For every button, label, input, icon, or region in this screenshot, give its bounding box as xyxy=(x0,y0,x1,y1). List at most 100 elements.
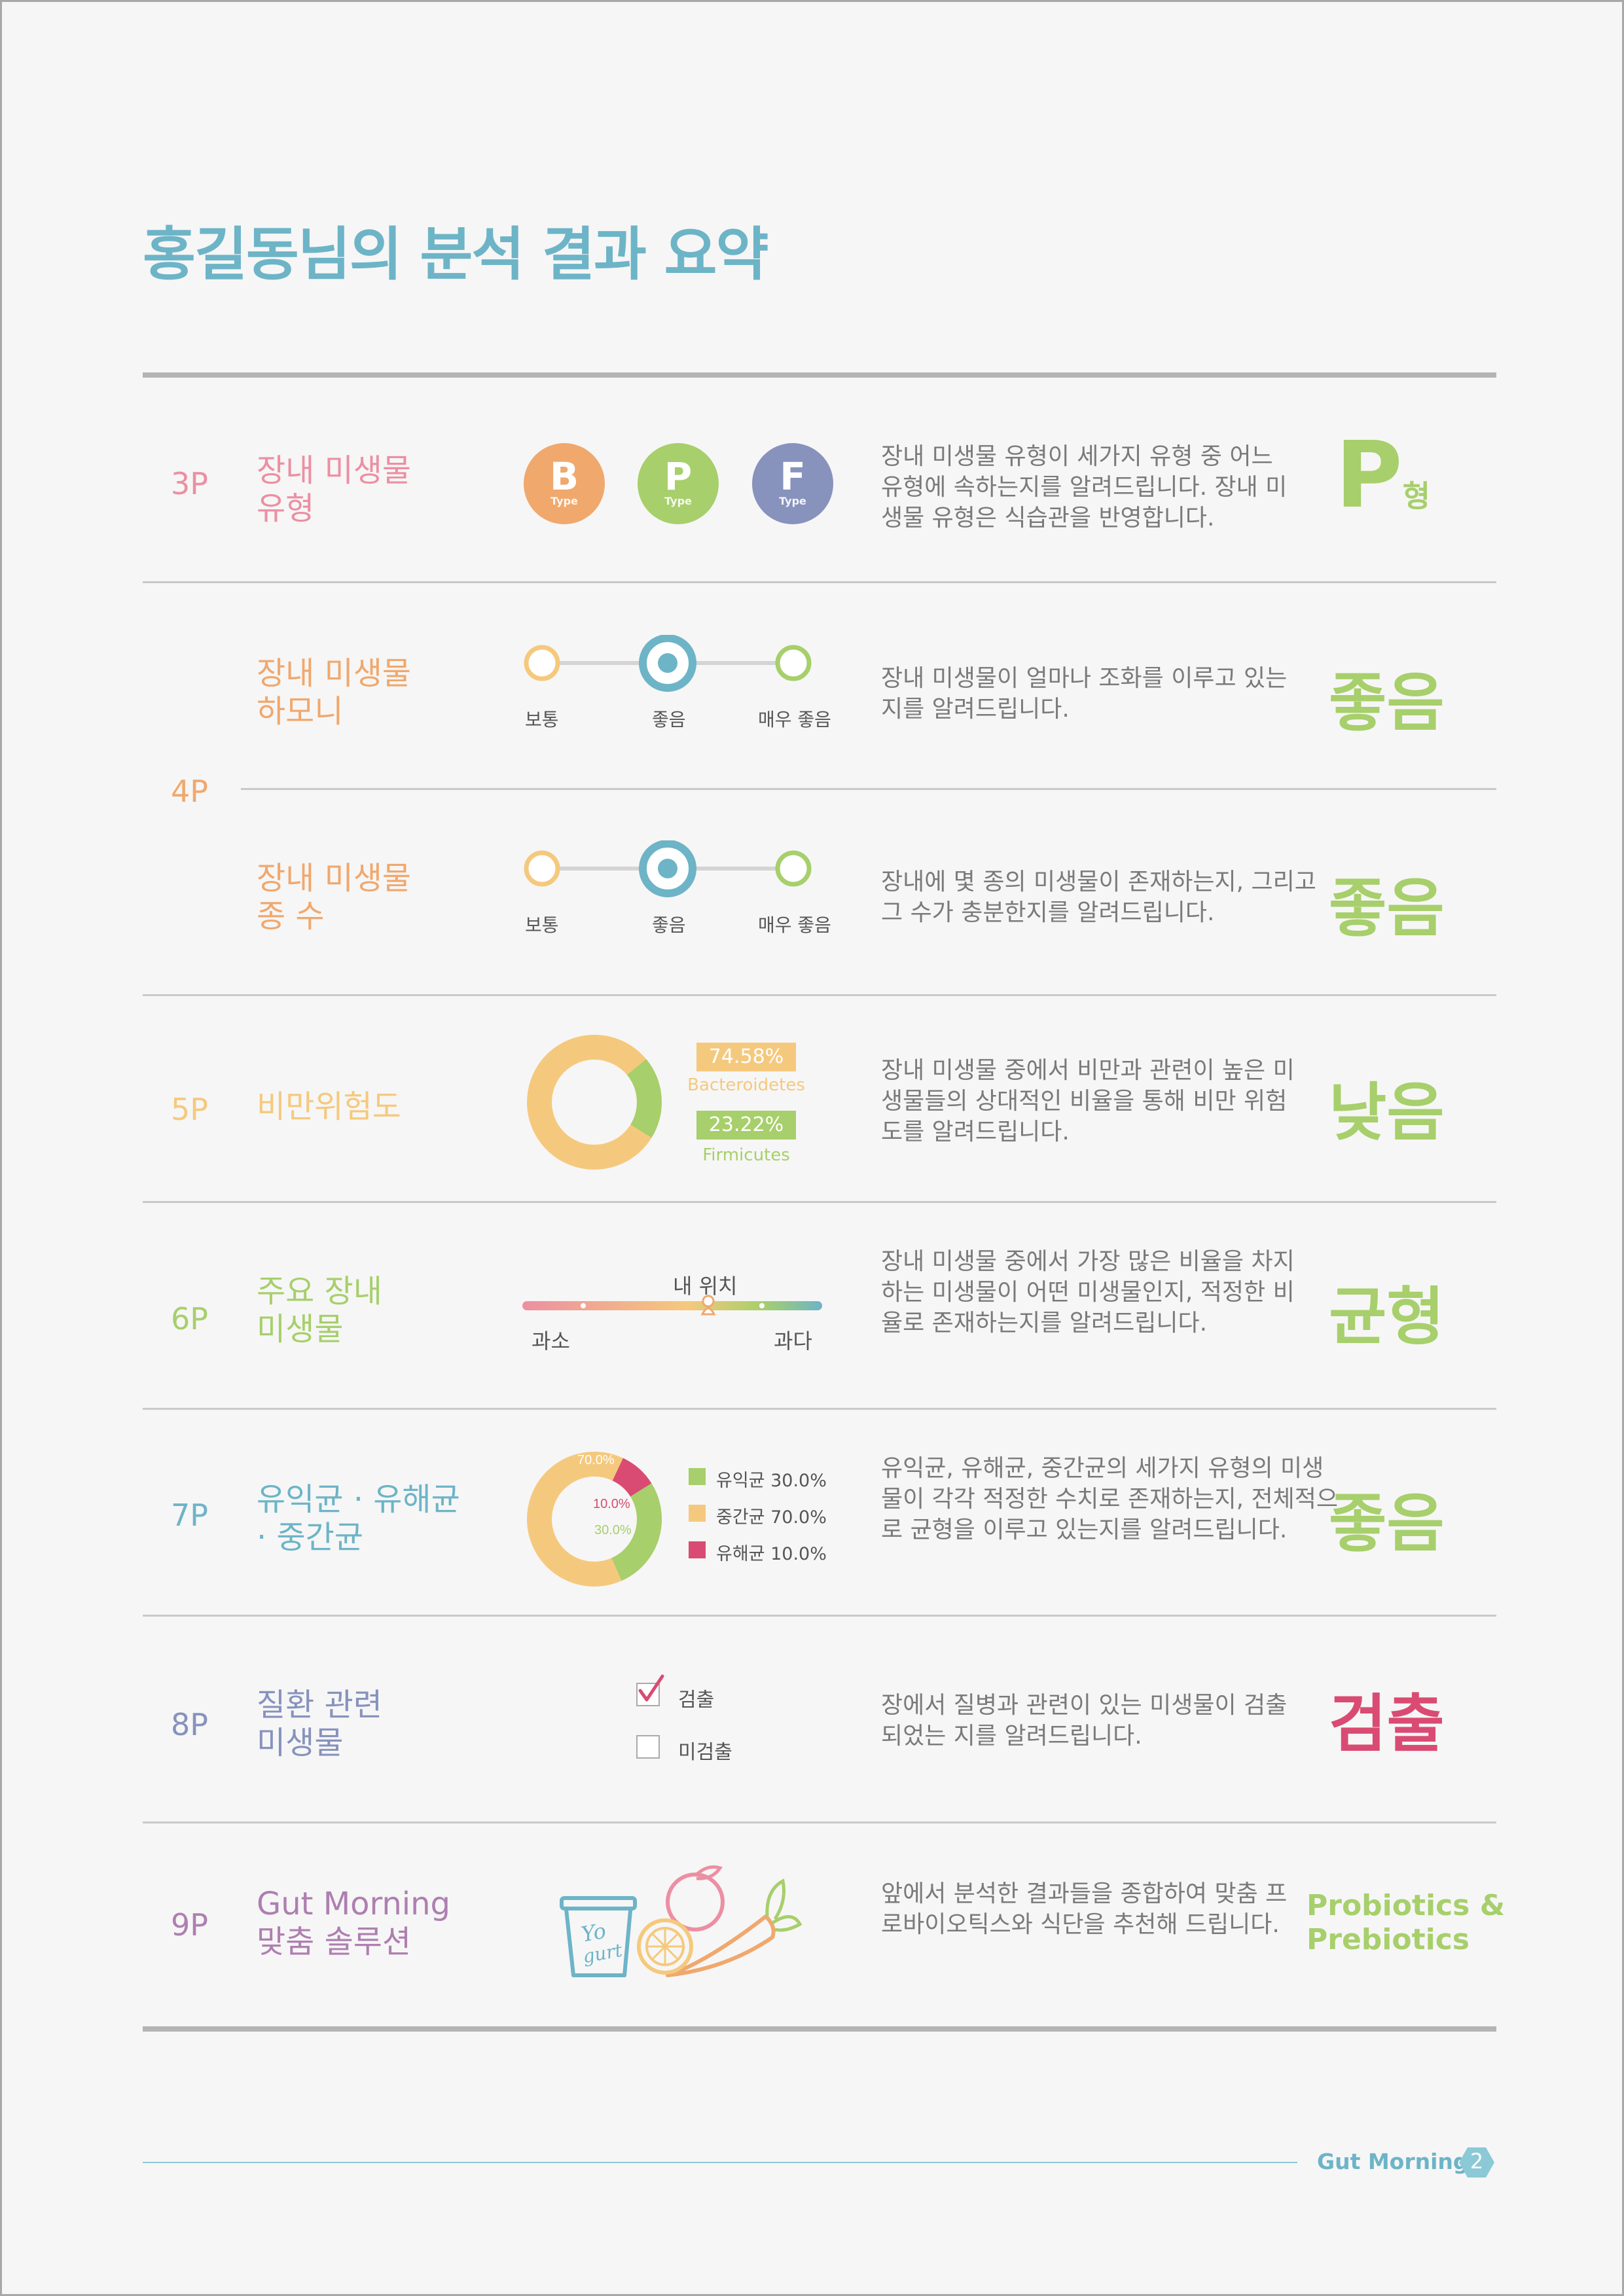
yogurt-text-1: Yo xyxy=(579,1918,608,1947)
legend-beneficial: 유익균 30.0% xyxy=(716,1471,827,1491)
section-desc-solution: 앞에서 분석한 결과들을 종합하여 맞춤 프로바이오틱스와 식단을 추천해 드립… xyxy=(881,1880,1288,1938)
section-desc-bacteria: 유익균, 유해균, 중간균의 세가지 유형의 미생물이 각각 적정한 수치로 존… xyxy=(881,1455,1338,1543)
scale-point-good-dot xyxy=(658,653,677,673)
footer-line xyxy=(143,2162,1297,2163)
result-type-letter: P xyxy=(1335,422,1403,529)
section-desc-type: 장내 미생물 유형이 세가지 유형 중 어느 유형에 속하는지를 알려드립니다.… xyxy=(881,443,1288,531)
result-disease: 검출 xyxy=(1329,1687,1445,1761)
species-scale xyxy=(524,840,812,897)
scale-point-very-good xyxy=(775,850,812,887)
result-bacteria: 좋음 xyxy=(1329,1487,1445,1560)
page-title: 홍길동님의 분석 결과 요약 xyxy=(143,221,768,288)
result-solution: Probiotics & Prebiotics xyxy=(1307,1889,1505,1957)
scale-label-good: 좋음 xyxy=(652,914,686,936)
page-ref-4p: 4P xyxy=(171,774,209,809)
section-title-line2: 맞춤 솔루션 xyxy=(257,1924,412,1960)
type-sub: Type xyxy=(779,495,806,507)
gauge-high-label: 과다 xyxy=(774,1329,812,1354)
detected-label: 검출 xyxy=(678,1689,715,1712)
type-letter: F xyxy=(780,454,806,499)
section-title-line2: 종 수 xyxy=(257,898,325,935)
result-harmony: 좋음 xyxy=(1329,666,1445,740)
gauge-tick-low xyxy=(581,1303,586,1308)
section-title-line1: 질환 관련 xyxy=(257,1687,382,1723)
page-ref-8p: 8P xyxy=(171,1707,209,1742)
type-sub: Type xyxy=(664,495,692,507)
page-ref-5p: 5P xyxy=(171,1092,209,1127)
section-desc-harmony: 장내 미생물이 얼마나 조화를 이루고 있는지를 알려드립니다. xyxy=(881,665,1288,723)
bottom-rule xyxy=(143,2026,1496,2032)
section-desc-major: 장내 미생물 중에서 가장 많은 비율을 차지하는 미생물이 어떤 미생물인지,… xyxy=(881,1248,1295,1336)
section-divider xyxy=(143,1408,1496,1410)
section-divider xyxy=(143,581,1496,583)
detected-checkbox[interactable] xyxy=(636,1674,664,1706)
scale-label-very-good: 매우 좋음 xyxy=(758,709,831,730)
footer-page-badge: 2 xyxy=(1458,2146,1495,2179)
my-position-label: 내 위치 xyxy=(673,1274,738,1299)
legend-swatch-beneficial xyxy=(689,1468,706,1485)
legend-neutral: 중간균 70.0% xyxy=(716,1507,827,1528)
section-desc-species: 장내에 몇 종의 미생물이 존재하는지, 그리고 그 수가 충분한지를 알려드립… xyxy=(881,869,1316,926)
section-title-harmony: 장내 미생물 하모니 xyxy=(257,655,411,730)
section-title-line1: 장내 미생물 xyxy=(257,860,412,897)
section-title-line2: 미생물 xyxy=(257,1311,344,1348)
donut-label-beneficial: 30.0% xyxy=(594,1523,632,1537)
section-desc-disease: 장에서 질병과 관련이 있는 미생물이 검출되었는 지를 알려드립니다. xyxy=(881,1692,1288,1749)
donut-harmful xyxy=(612,1458,652,1498)
legend-harmful: 유해균 10.0% xyxy=(716,1544,827,1564)
section-divider xyxy=(143,1821,1496,1823)
section-title-line2: 유형 xyxy=(257,490,315,527)
page-ref-3p: 3P xyxy=(171,466,209,501)
section-title-line1: 장내 미생물 xyxy=(257,655,412,692)
legend-swatch-neutral xyxy=(689,1505,706,1522)
section-title-line1: 유익균 · 유해균 xyxy=(257,1481,460,1518)
type-f-circle: F Type xyxy=(752,443,833,524)
harmony-scale xyxy=(524,635,812,692)
footer-brand: Gut Morning xyxy=(1317,2149,1469,2174)
legend-swatch-harmful xyxy=(689,1541,706,1558)
section-title-bacteria: 유익균 · 유해균 · 중간균 xyxy=(257,1480,460,1556)
scale-point-good-dot xyxy=(658,859,677,878)
bacteria-donut: 70.0% 10.0% 30.0% xyxy=(527,1452,662,1587)
not-detected-checkbox[interactable] xyxy=(636,1735,660,1759)
firmicutes-value-badge: 23.22% xyxy=(696,1111,796,1139)
section-title-solution: Gut Morning 맞춤 솔루션 xyxy=(257,1885,450,1961)
lemon-icon xyxy=(637,1918,693,1975)
food-illustration: Yo gurt xyxy=(560,1865,803,1977)
firmicutes-label: Firmicutes xyxy=(702,1145,790,1165)
donut-label-harmful: 10.0% xyxy=(593,1497,630,1511)
page-ref-9p: 9P xyxy=(171,1907,209,1943)
type-sub: Type xyxy=(550,495,578,507)
yogurt-icon: Yo gurt xyxy=(560,1896,637,1977)
section-title-line2: 미생물 xyxy=(257,1725,344,1761)
type-b-circle: B Type xyxy=(524,443,605,524)
section-divider xyxy=(143,1201,1496,1203)
top-rule xyxy=(143,372,1496,378)
result-solution-line2: Prebiotics xyxy=(1307,1923,1470,1956)
check-mark-icon xyxy=(638,1674,664,1702)
donut-bacteroidetes xyxy=(527,1035,662,1170)
scale-label-good: 좋음 xyxy=(652,709,686,730)
major-gauge xyxy=(522,1295,822,1316)
gauge-tick-high xyxy=(759,1303,765,1308)
page-ref-7p: 7P xyxy=(171,1498,209,1533)
result-type: P형 xyxy=(1335,427,1430,525)
section-divider xyxy=(143,994,1496,996)
donut-label-neutral: 70.0% xyxy=(577,1453,615,1467)
result-major: 균형 xyxy=(1329,1280,1445,1354)
section-title-major: 주요 장내 미생물 xyxy=(257,1272,382,1348)
scale-label-very-good: 매우 좋음 xyxy=(758,914,831,936)
section-title-disease: 질환 관련 미생물 xyxy=(257,1686,382,1762)
section-divider xyxy=(143,1615,1496,1617)
section-sub-divider xyxy=(241,788,1496,790)
section-title-line1: Gut Morning xyxy=(257,1886,451,1922)
section-desc-obesity: 장내 미생물 중에서 비만과 관련이 높은 미생물들의 상대적인 비율을 통해 … xyxy=(881,1057,1295,1145)
bacteroidetes-value-badge: 74.58% xyxy=(696,1043,796,1071)
footer-page-number: 2 xyxy=(1470,2149,1484,2174)
gauge-low-label: 과소 xyxy=(532,1329,570,1354)
result-species: 좋음 xyxy=(1329,872,1445,945)
result-type-suffix: 형 xyxy=(1402,478,1430,514)
donut-beneficial xyxy=(611,1483,662,1581)
section-title-obesity: 비만위험도 xyxy=(257,1088,401,1125)
